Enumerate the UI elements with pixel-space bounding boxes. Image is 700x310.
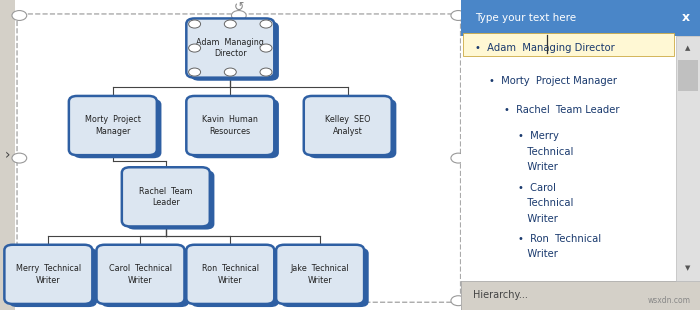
Text: Jake  Technical
Writer: Jake Technical Writer [290,264,349,285]
Text: •  Morty  Project Manager: • Morty Project Manager [489,76,617,86]
FancyBboxPatch shape [463,33,673,56]
Text: Merry  Technical
Writer: Merry Technical Writer [16,264,81,285]
Text: Adam  Managing
Director: Adam Managing Director [197,38,264,58]
FancyBboxPatch shape [101,248,189,307]
Circle shape [188,44,201,52]
FancyBboxPatch shape [74,99,162,158]
FancyBboxPatch shape [186,96,274,155]
Circle shape [260,68,272,76]
FancyBboxPatch shape [461,281,700,310]
FancyBboxPatch shape [678,60,698,91]
Circle shape [451,11,466,20]
Circle shape [451,153,466,163]
Text: Ron  Technical
Writer: Ron Technical Writer [202,264,259,285]
FancyBboxPatch shape [191,248,279,307]
Circle shape [260,44,272,52]
Text: Morty  Project
Manager: Morty Project Manager [85,115,141,136]
Circle shape [260,20,272,28]
FancyBboxPatch shape [461,0,700,36]
FancyBboxPatch shape [309,99,396,158]
Circle shape [12,296,27,306]
Text: ▼: ▼ [685,265,691,271]
Text: Writer: Writer [518,162,558,172]
Circle shape [12,153,27,163]
FancyBboxPatch shape [461,36,700,281]
Text: •  Ron  Technical: • Ron Technical [518,234,601,244]
Text: Kavin  Human
Resources: Kavin Human Resources [202,115,258,136]
FancyBboxPatch shape [276,245,364,304]
Text: •  Adam  Managing Director: • Adam Managing Director [475,43,615,53]
Text: Writer: Writer [518,214,558,224]
Text: ↺: ↺ [234,1,244,14]
Text: Carol  Technical
Writer: Carol Technical Writer [109,264,172,285]
Circle shape [224,68,237,76]
FancyBboxPatch shape [191,99,279,158]
Text: Rachel  Team
Leader: Rachel Team Leader [139,187,193,207]
Circle shape [12,11,27,20]
FancyBboxPatch shape [676,36,700,281]
Text: Type your text here: Type your text here [475,13,576,23]
Text: ▲: ▲ [685,45,691,51]
FancyBboxPatch shape [186,19,274,78]
Text: •  Carol: • Carol [518,183,556,193]
FancyBboxPatch shape [122,167,210,226]
Text: •  Merry: • Merry [518,131,559,141]
Text: •  Rachel  Team Leader: • Rachel Team Leader [504,105,620,115]
FancyBboxPatch shape [97,245,185,304]
FancyBboxPatch shape [9,248,97,307]
Text: Writer: Writer [518,249,558,259]
FancyBboxPatch shape [186,245,274,304]
Text: ›: › [5,148,10,162]
Text: Hierarchy...: Hierarchy... [473,290,527,300]
Circle shape [232,296,246,306]
FancyBboxPatch shape [281,248,369,307]
FancyBboxPatch shape [15,0,461,310]
Text: Kelley  SEO
Analyst: Kelley SEO Analyst [325,115,370,136]
Circle shape [232,11,246,20]
FancyBboxPatch shape [304,96,392,155]
Circle shape [188,20,201,28]
Text: x: x [682,11,690,24]
FancyBboxPatch shape [4,245,92,304]
FancyBboxPatch shape [0,0,15,310]
Text: wsxdn.com: wsxdn.com [648,296,690,305]
FancyBboxPatch shape [191,22,279,81]
Circle shape [451,296,466,306]
Text: Technical: Technical [518,147,573,157]
FancyBboxPatch shape [127,170,214,229]
Circle shape [224,20,237,28]
Circle shape [188,68,201,76]
Text: Technical: Technical [518,198,573,208]
FancyBboxPatch shape [69,96,157,155]
